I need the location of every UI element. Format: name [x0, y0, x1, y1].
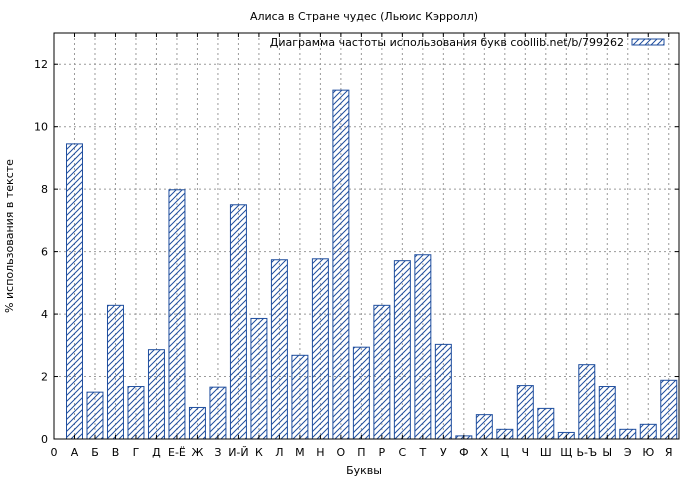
- y-tick-label: 0: [41, 433, 48, 446]
- bar: [598, 386, 616, 440]
- legend-label: Диаграмма частоты использования букв coo…: [270, 36, 624, 49]
- bar: [393, 260, 411, 440]
- x-tick-label: Е-Ё: [168, 446, 186, 459]
- bar: [106, 304, 124, 440]
- bar: [168, 189, 186, 440]
- x-tick-label: Х: [481, 446, 489, 459]
- y-tick-label: 4: [41, 308, 48, 321]
- x-tick-label: Ь-Ъ: [576, 446, 597, 459]
- y-tick-label: 12: [34, 58, 48, 71]
- legend-swatch: [631, 38, 665, 46]
- bar: [434, 343, 452, 440]
- x-tick-label: Н: [316, 446, 324, 459]
- x-tick-label: Ч: [522, 446, 530, 459]
- x-tick-label: Ю: [642, 446, 654, 459]
- plot-frame: [53, 32, 680, 440]
- x-tick-label: Ц: [501, 446, 510, 459]
- x-tick-label: Т: [418, 446, 426, 459]
- bar: [188, 406, 206, 440]
- bar: [229, 204, 247, 440]
- bar: [516, 385, 534, 440]
- x-tick-label: У: [440, 446, 447, 459]
- y-tick-label: 2: [41, 371, 48, 384]
- y-tick-label: 8: [41, 183, 48, 196]
- x-tick-label: И-Й: [228, 446, 248, 459]
- x-tick-label: Щ: [560, 446, 572, 459]
- x-tick-label: З: [214, 446, 221, 459]
- x-tick-label: П: [357, 446, 365, 459]
- bar: [537, 407, 555, 440]
- bar: [373, 304, 391, 440]
- x-axis-title: Буквы: [346, 464, 382, 477]
- x-tick-label: Я: [665, 446, 673, 459]
- x-tick-label: Д: [152, 446, 161, 459]
- x-tick-label: Р: [379, 446, 386, 459]
- x-tick-label: Г: [133, 446, 140, 459]
- legend: Диаграмма частоты использования букв coo…: [270, 36, 665, 49]
- x-tick-label: Б: [91, 446, 99, 459]
- x-tick-label: Ы: [602, 446, 612, 459]
- x-tick-label: С: [399, 446, 407, 459]
- bar: [250, 317, 268, 440]
- bar: [66, 143, 83, 440]
- bar: [414, 254, 432, 440]
- bar: [660, 379, 678, 440]
- x-tick-label: Ш: [540, 446, 552, 459]
- bar: [147, 349, 165, 440]
- y-tick-label: 10: [34, 121, 48, 134]
- bar: [127, 386, 145, 440]
- x-tick-label: М: [295, 446, 305, 459]
- bar: [332, 89, 350, 440]
- y-tick-label: 6: [41, 246, 48, 259]
- x-tick-label: А: [71, 446, 79, 459]
- x-tick-label: Ф: [459, 446, 468, 459]
- grid: [54, 33, 679, 439]
- bar: [291, 354, 309, 440]
- bar: [209, 386, 227, 440]
- bar: [86, 391, 104, 440]
- chart-title: Алиса в Стране чудес (Льюис Кэрролл): [250, 10, 478, 23]
- x-tick-label: К: [255, 446, 263, 459]
- x-tick-label: В: [112, 446, 120, 459]
- bar: [352, 346, 370, 440]
- x-tick-label-origin: 0: [51, 446, 58, 459]
- bar: [578, 364, 596, 440]
- y-axis-title: % использования в тексте: [3, 159, 16, 313]
- x-tick-label: Э: [624, 446, 632, 459]
- bar: [270, 259, 288, 440]
- x-tick-label: Л: [275, 446, 283, 459]
- x-tick-label: О: [337, 446, 346, 459]
- x-tick-label: Ж: [192, 446, 204, 459]
- bar: [311, 258, 329, 440]
